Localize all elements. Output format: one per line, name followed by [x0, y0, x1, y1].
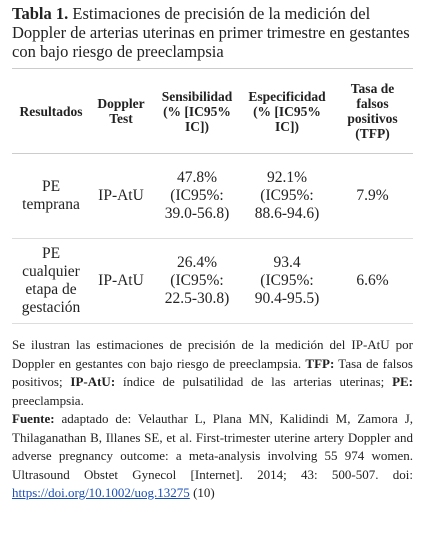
- header-cell: Especificidad (% [IC95% IC]): [242, 68, 332, 154]
- caption: Tabla 1. Estimaciones de precisión de la…: [12, 4, 413, 61]
- table-cell: 26.4% (IC95%: 22.5-30.8): [152, 238, 242, 324]
- notes-intro: Se ilustran las estimaciones de precisió…: [12, 337, 413, 371]
- table-cell: PE cualquier etapa de gestación: [12, 238, 90, 324]
- table-cell: PE temprana: [12, 153, 90, 239]
- source-paragraph: Fuente: adaptado de: Velauthar L, Plana …: [12, 410, 413, 503]
- header-cell: Resultados: [12, 68, 90, 154]
- table-cell: IP-AtU: [90, 238, 152, 324]
- header-cell: Sensibilidad (% [IC95% IC]): [152, 68, 242, 154]
- pe-text: preeclampsia.: [12, 392, 84, 408]
- source-text: adaptado de: Velauthar L, Plana MN, Kali…: [12, 411, 414, 482]
- pe-label: PE:: [392, 374, 414, 389]
- table-cell: 93.4 (IC95%: 90.4-95.5): [242, 238, 332, 324]
- table-row: PE temprana IP-AtU 47.8% (IC95%: 39.0-56.8…: [12, 153, 413, 239]
- table-body: PE temprana IP-AtU 47.8% (IC95%: 39.0-56.8…: [12, 153, 413, 324]
- tfp-text: Tasa de falsos positivos;: [12, 355, 413, 390]
- table-cell: 92.1% (IC95%: 88.6-94.6): [242, 153, 332, 239]
- ipatu-text: índice de pulsatilidad de las arterias u…: [122, 374, 385, 389]
- header-cell: Doppler Test: [90, 68, 152, 154]
- table-cell: IP-AtU: [90, 153, 152, 239]
- source-label: Fuente:: [12, 411, 55, 426]
- source-ref: (10): [193, 485, 215, 500]
- notes-paragraph: Se ilustran las estimaciones de precisió…: [12, 336, 413, 410]
- header-row: Resultados Doppler Test Sensibilidad (% [I…: [12, 68, 413, 154]
- table-cell: 47.8% (IC95%: 39.0-56.8): [152, 153, 242, 239]
- table: Resultados Doppler Test Sensibilidad (% [I…: [12, 68, 413, 324]
- caption-label: Tabla 1.: [12, 4, 69, 23]
- caption-text: Estimaciones de precisión de la medición…: [12, 4, 410, 61]
- table-cell: 6.6%: [332, 238, 413, 324]
- tfp-label: TFP:: [305, 355, 335, 371]
- table-row: PE cualquier etapa de gestación IP-AtU 26.…: [12, 238, 413, 324]
- table-cell: 7.9%: [332, 153, 413, 239]
- source-link[interactable]: https://doi.org/10.1002/uog.13275: [12, 485, 190, 500]
- notes: Se ilustran las estimaciones de precisió…: [12, 336, 413, 503]
- header-cell: Tasa de falsos positivos (TFP): [332, 68, 413, 154]
- ipatu-label: IP-AtU:: [70, 374, 116, 389]
